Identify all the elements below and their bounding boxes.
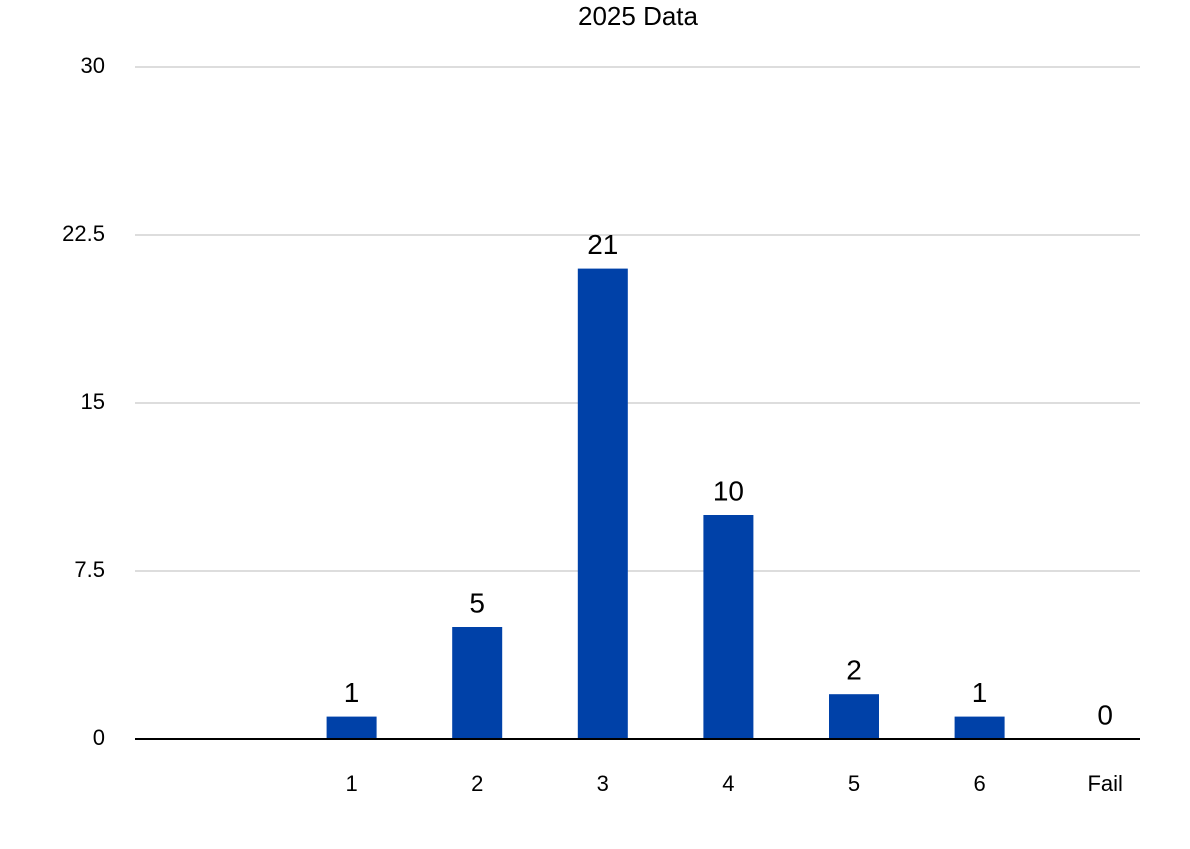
- y-tick-label: 15: [81, 389, 105, 414]
- x-tick-label: 4: [722, 771, 734, 796]
- y-tick-label: 0: [93, 725, 105, 750]
- data-label: 0: [1097, 699, 1113, 730]
- data-label: 1: [972, 677, 988, 708]
- data-label: 21: [587, 229, 618, 260]
- data-label: 5: [469, 587, 485, 618]
- x-tick-label: 6: [973, 771, 985, 796]
- x-tick-label: 1: [345, 771, 357, 796]
- bar: [703, 515, 754, 739]
- y-tick-label: 30: [81, 53, 105, 78]
- x-tick-label: 5: [848, 771, 860, 796]
- x-tick-label: 3: [597, 771, 609, 796]
- bar: [829, 694, 879, 739]
- y-tick-label: 7.5: [74, 557, 105, 582]
- x-tick-label: 2: [471, 771, 483, 796]
- chart-title: 2025 Data: [578, 1, 699, 31]
- data-label: 10: [713, 475, 744, 506]
- data-label: 2: [846, 655, 862, 686]
- x-tick-label: Fail: [1087, 771, 1122, 796]
- bar: [452, 627, 503, 739]
- bar: [577, 268, 628, 739]
- bar: [954, 716, 1005, 739]
- data-label: 1: [344, 677, 360, 708]
- bar: [326, 716, 377, 739]
- y-tick-label: 22.5: [62, 221, 105, 246]
